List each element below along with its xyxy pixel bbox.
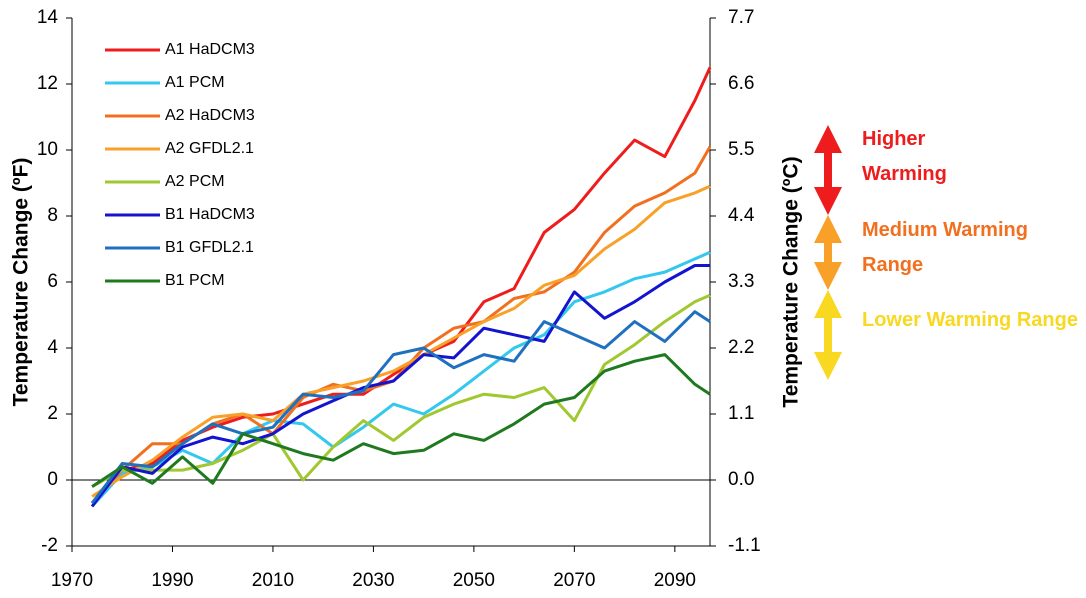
y2-tick-label: 3.3 bbox=[728, 271, 754, 292]
x-tick-label: 1990 bbox=[151, 570, 193, 591]
annotation: Medium Warming Range bbox=[862, 219, 1028, 276]
y-tick-label: 10 bbox=[37, 139, 58, 160]
legend-label: A2 GFDL2.1 bbox=[165, 140, 254, 157]
y-tick-label: 12 bbox=[37, 73, 58, 94]
legend-label: B1 GFDL2.1 bbox=[165, 239, 254, 256]
x-tick-label: 2050 bbox=[453, 570, 495, 591]
y-tick-label: 0 bbox=[47, 469, 58, 490]
x-tick-label: 1970 bbox=[51, 570, 93, 591]
series-line bbox=[91, 184, 711, 498]
y-tick-label: 6 bbox=[47, 271, 58, 292]
y2-tick-label: 5.5 bbox=[728, 139, 754, 160]
legend-label: B1 HaDCM3 bbox=[165, 206, 255, 223]
y-axis-label: Temperature Change (ºF) bbox=[10, 158, 33, 407]
legend-label: A1 HaDCM3 bbox=[165, 41, 255, 58]
y-tick-label: 4 bbox=[47, 337, 58, 358]
y-tick-label: 8 bbox=[47, 205, 58, 226]
x-tick-label: 2070 bbox=[553, 570, 595, 591]
y2-tick-label: 7.7 bbox=[728, 7, 754, 28]
y-tick-label: 2 bbox=[47, 403, 58, 424]
series-line bbox=[90, 250, 711, 508]
arrow bbox=[814, 290, 842, 380]
series-line bbox=[90, 264, 710, 508]
y2-tick-label: 1.1 bbox=[728, 403, 754, 424]
series-line bbox=[90, 145, 712, 505]
arrow bbox=[814, 215, 842, 290]
series-line bbox=[91, 353, 711, 488]
y2-tick-label: 2.2 bbox=[728, 337, 754, 358]
series-line bbox=[90, 310, 711, 505]
y2-axis-label: Temperature Change (ºC) bbox=[780, 156, 803, 407]
x-tick-label: 2010 bbox=[252, 570, 294, 591]
y2-tick-label: 6.6 bbox=[728, 73, 754, 94]
legend-label: A2 PCM bbox=[165, 173, 225, 190]
legend-label: B1 PCM bbox=[165, 272, 225, 289]
y2-tick-label: -1.1 bbox=[728, 535, 761, 556]
y2-tick-label: 0.0 bbox=[728, 469, 754, 490]
annotation: Higher Warming bbox=[862, 128, 947, 185]
x-tick-label: 2030 bbox=[352, 570, 394, 591]
annotation: Lower Warming Range bbox=[862, 309, 1078, 331]
arrow bbox=[814, 125, 842, 215]
y2-tick-label: 4.4 bbox=[728, 205, 755, 226]
y-tick-label: -2 bbox=[41, 535, 58, 556]
x-tick-label: 2090 bbox=[654, 570, 696, 591]
y-tick-label: 14 bbox=[37, 7, 59, 28]
annotation-arrows bbox=[814, 125, 842, 380]
legend-label: A2 HaDCM3 bbox=[165, 107, 255, 124]
legend-label: A1 PCM bbox=[165, 74, 225, 91]
series-line bbox=[91, 293, 711, 488]
